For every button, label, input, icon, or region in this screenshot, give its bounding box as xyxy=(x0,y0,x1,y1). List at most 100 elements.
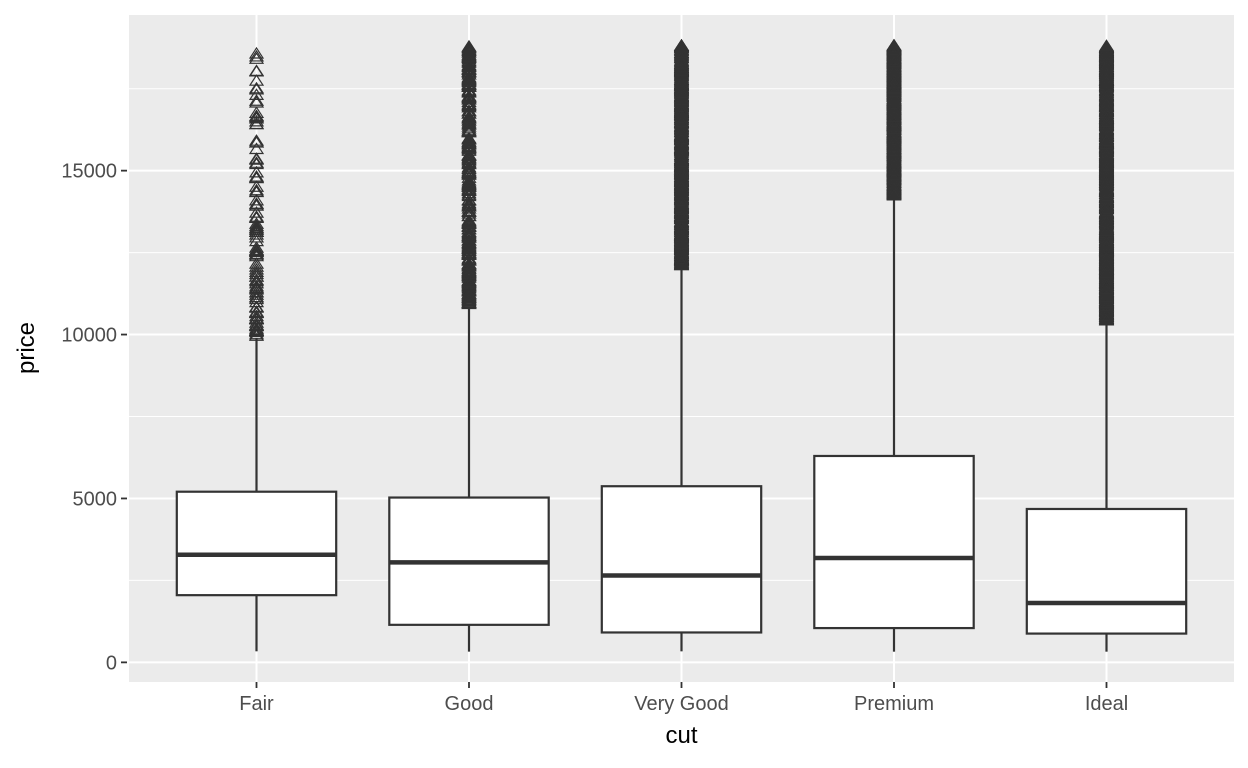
outlier-triangle xyxy=(248,279,265,292)
y-tick-label-1: 5000 xyxy=(73,488,118,510)
outlier-triangle xyxy=(1098,296,1115,309)
outlier-triangle xyxy=(461,104,477,117)
box-4 xyxy=(1025,507,1188,635)
outlier-triangle xyxy=(1098,74,1115,86)
outlier-triangle xyxy=(673,60,690,73)
outlier-triangle xyxy=(248,206,265,218)
outlier-triangle xyxy=(1098,313,1115,326)
outlier-triangle xyxy=(248,292,265,305)
outlier-triangle xyxy=(673,55,690,67)
outlier-triangle xyxy=(673,238,690,251)
outlier-triangle xyxy=(248,273,265,286)
outlier-triangle xyxy=(673,104,690,117)
outlier-triangle xyxy=(248,88,265,100)
outlier-triangle xyxy=(673,111,690,124)
outlier-triangle xyxy=(1098,53,1115,66)
outlier-triangle xyxy=(1098,266,1115,279)
outlier-triangle xyxy=(886,171,902,184)
outlier-triangle xyxy=(1098,263,1115,276)
x-tick-label-4: Ideal xyxy=(1085,693,1128,715)
outlier-triangle xyxy=(1098,202,1115,214)
outlier-triangle xyxy=(461,40,477,52)
outlier-triangle xyxy=(1098,277,1115,290)
outlier-triangle xyxy=(673,46,690,59)
outlier-triangle xyxy=(1098,107,1115,119)
outlier-triangle xyxy=(461,66,477,78)
outlier-triangle xyxy=(461,168,477,180)
outlier-triangle xyxy=(461,84,477,97)
outlier-triangle xyxy=(886,144,902,157)
outlier-triangle xyxy=(461,139,477,152)
outlier-triangle xyxy=(673,197,690,209)
outlier-triangle xyxy=(886,57,902,69)
outlier-triangle xyxy=(248,300,265,312)
outlier-triangle xyxy=(461,267,477,280)
outlier-triangle xyxy=(248,117,265,130)
x-tick-label-1: Good xyxy=(445,693,494,715)
outlier-triangle xyxy=(461,253,477,265)
outlier-triangle xyxy=(673,86,690,99)
outlier-triangle xyxy=(1098,100,1115,113)
outlier-triangle xyxy=(673,64,690,77)
outlier-triangle xyxy=(461,213,477,226)
outlier-triangle xyxy=(248,52,265,64)
outlier-triangle xyxy=(461,117,477,130)
outlier-triangle xyxy=(1098,290,1115,302)
outlier-triangle xyxy=(1098,72,1115,85)
outlier-triangle xyxy=(1098,184,1115,197)
outlier-triangle xyxy=(461,119,477,132)
outlier-triangle xyxy=(461,106,477,119)
outlier-triangle xyxy=(886,167,902,180)
outlier-triangle xyxy=(1098,217,1115,230)
outlier-triangle xyxy=(248,135,265,148)
outlier-triangle xyxy=(1098,176,1115,189)
outlier-triangle xyxy=(1098,130,1115,142)
outlier-triangle xyxy=(1098,260,1115,273)
x-axis-title: cut xyxy=(665,722,698,749)
outlier-triangle xyxy=(1098,284,1115,297)
outlier-triangle xyxy=(248,165,265,178)
outlier-stack-1 xyxy=(461,39,477,310)
outlier-triangle xyxy=(248,323,265,336)
outlier-triangle xyxy=(1098,257,1115,270)
outlier-triangle xyxy=(461,240,477,252)
outlier-triangle xyxy=(673,253,690,266)
outlier-triangle xyxy=(886,113,902,125)
outlier-triangle xyxy=(1098,224,1115,237)
outlier-triangle xyxy=(673,41,690,53)
outlier-triangle xyxy=(1098,122,1115,135)
outlier-triangle xyxy=(1098,39,1115,52)
outlier-stack-3 xyxy=(886,38,902,201)
outlier-triangle xyxy=(1098,134,1115,147)
outlier-triangle xyxy=(461,78,477,90)
outlier-triangle xyxy=(461,121,477,134)
outlier-triangle xyxy=(248,276,265,289)
outlier-triangle xyxy=(248,245,265,258)
outlier-triangle xyxy=(1098,115,1115,128)
outlier-triangle xyxy=(673,92,690,104)
outlier-triangle xyxy=(673,212,690,224)
outlier-triangle xyxy=(886,162,902,174)
outlier-triangle xyxy=(248,94,265,106)
outlier-triangle xyxy=(248,285,265,298)
outlier-triangle xyxy=(248,288,265,300)
outlier-triangle xyxy=(673,166,690,179)
outlier-triangle xyxy=(248,185,265,197)
outlier-triangle xyxy=(886,82,902,95)
outlier-triangle xyxy=(673,151,690,164)
outlier-triangle xyxy=(1098,154,1115,166)
outlier-triangle xyxy=(886,159,902,172)
outlier-triangle xyxy=(248,260,265,272)
outlier-triangle xyxy=(673,182,690,195)
outlier-triangle xyxy=(248,114,265,127)
outlier-triangle xyxy=(248,223,265,235)
outlier-triangle xyxy=(886,44,902,56)
outlier-triangle xyxy=(1098,148,1115,160)
outlier-triangle xyxy=(461,233,477,246)
outlier-triangle xyxy=(248,81,265,94)
outlier-triangle xyxy=(248,46,265,59)
outlier-triangle xyxy=(1098,47,1115,60)
outlier-triangle xyxy=(886,55,902,68)
outlier-triangle xyxy=(673,89,690,102)
